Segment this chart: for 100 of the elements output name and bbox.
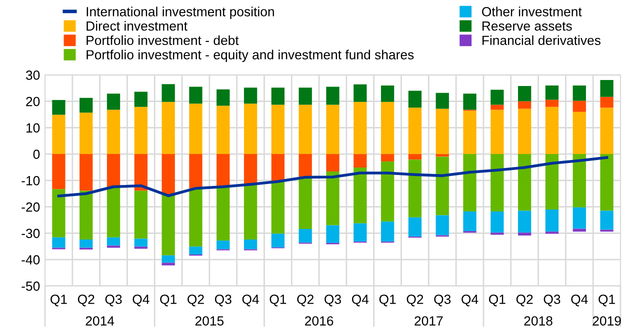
bar: [244, 88, 258, 104]
bar: [162, 154, 175, 195]
x-tick-label: Q4: [242, 294, 259, 306]
x-tick-label: Q3: [544, 294, 560, 306]
legend-label: Direct investment: [86, 21, 188, 31]
bar: [189, 86, 202, 104]
bar: [52, 189, 66, 238]
x-tick-label: Q2: [406, 294, 424, 306]
bar: [80, 240, 93, 248]
text: 2015: [195, 316, 224, 326]
legend-label: Financial derivatives: [482, 35, 600, 46]
bar: [518, 108, 532, 154]
bar: [271, 181, 285, 234]
bar: [106, 237, 120, 246]
x-tick-label: Q2: [188, 294, 204, 306]
bar: [298, 228, 312, 243]
y-tick-label: -50: [22, 282, 40, 291]
bar: [52, 237, 66, 248]
y-tick-label: -30: [22, 228, 40, 238]
bar: [52, 114, 66, 154]
bar: [490, 110, 504, 154]
bar: [244, 154, 258, 185]
bar: [52, 154, 66, 190]
bar: [490, 154, 504, 212]
bar: [271, 154, 285, 182]
bar: [298, 104, 312, 154]
bar: [134, 238, 148, 247]
bar: [106, 110, 120, 154]
bar: [545, 100, 559, 107]
bar: [380, 154, 394, 162]
bar: [436, 92, 449, 109]
bar: [298, 154, 312, 178]
bar: [408, 108, 422, 154]
legend-label: Portfolio investment - equity and investment fund shares: [86, 50, 414, 62]
bar: [271, 104, 285, 154]
bar: [408, 90, 422, 108]
bar: [106, 154, 120, 188]
bar: [518, 210, 532, 233]
x-tick-label: Q2: [516, 294, 533, 306]
bar: [216, 106, 230, 154]
text: 2016: [305, 316, 334, 326]
bar: [326, 154, 340, 172]
bar: [271, 234, 285, 248]
bar: [518, 86, 532, 102]
bar: [380, 161, 394, 222]
bar: [244, 184, 258, 240]
bar: [600, 108, 614, 154]
bar: [600, 96, 614, 108]
bar: [80, 154, 93, 191]
bar: [162, 84, 175, 102]
bar: [80, 190, 93, 240]
bar: [354, 223, 367, 242]
x-tick-label: Q3: [324, 294, 341, 306]
y-tick-label: 0: [33, 150, 40, 159]
bar: [408, 217, 422, 237]
bar: [518, 101, 532, 109]
text: 2019: [592, 316, 621, 326]
bar: [354, 168, 367, 224]
bar: [326, 104, 340, 154]
bar: [380, 222, 394, 242]
bar: [244, 240, 258, 250]
bar: [572, 207, 586, 229]
bar: [463, 154, 476, 212]
y-tick-label: 20: [26, 96, 40, 106]
bar: [134, 190, 148, 239]
bar: [545, 209, 559, 232]
bar: [106, 94, 120, 110]
x-tick-label: Q2: [297, 294, 314, 306]
bar: [162, 194, 175, 256]
x-tick-label: Q3: [105, 294, 122, 306]
text: 2014: [86, 316, 114, 326]
bar: [162, 102, 175, 154]
bar: [271, 88, 285, 105]
bar: [545, 106, 559, 154]
y-tick-label: -10: [22, 176, 40, 186]
text: 2018: [524, 316, 552, 326]
bar: [463, 94, 476, 110]
legend-label: Reserve assets: [482, 22, 572, 31]
bar: [436, 108, 449, 154]
bar: [600, 80, 614, 97]
bar: [545, 85, 559, 100]
bar: [134, 92, 148, 107]
bar: [134, 106, 148, 154]
x-tick-label: Q1: [50, 294, 67, 306]
y-tick-label: 10: [26, 123, 40, 133]
x-tick-label: Q3: [214, 294, 232, 306]
bar: [216, 154, 230, 188]
x-tick-label: Q1: [160, 294, 176, 306]
bar: [518, 232, 532, 236]
bar: [326, 86, 340, 105]
bar: [408, 154, 422, 160]
text: 2017: [414, 316, 443, 326]
bar: [545, 154, 559, 210]
x-tick-label: Q1: [598, 294, 615, 306]
bar: [572, 154, 586, 208]
legend-label: Portfolio investment - debt: [86, 35, 239, 46]
x-tick-label: Q4: [571, 294, 588, 306]
bar: [80, 98, 93, 113]
bar: [216, 187, 230, 241]
bar: [162, 262, 175, 266]
